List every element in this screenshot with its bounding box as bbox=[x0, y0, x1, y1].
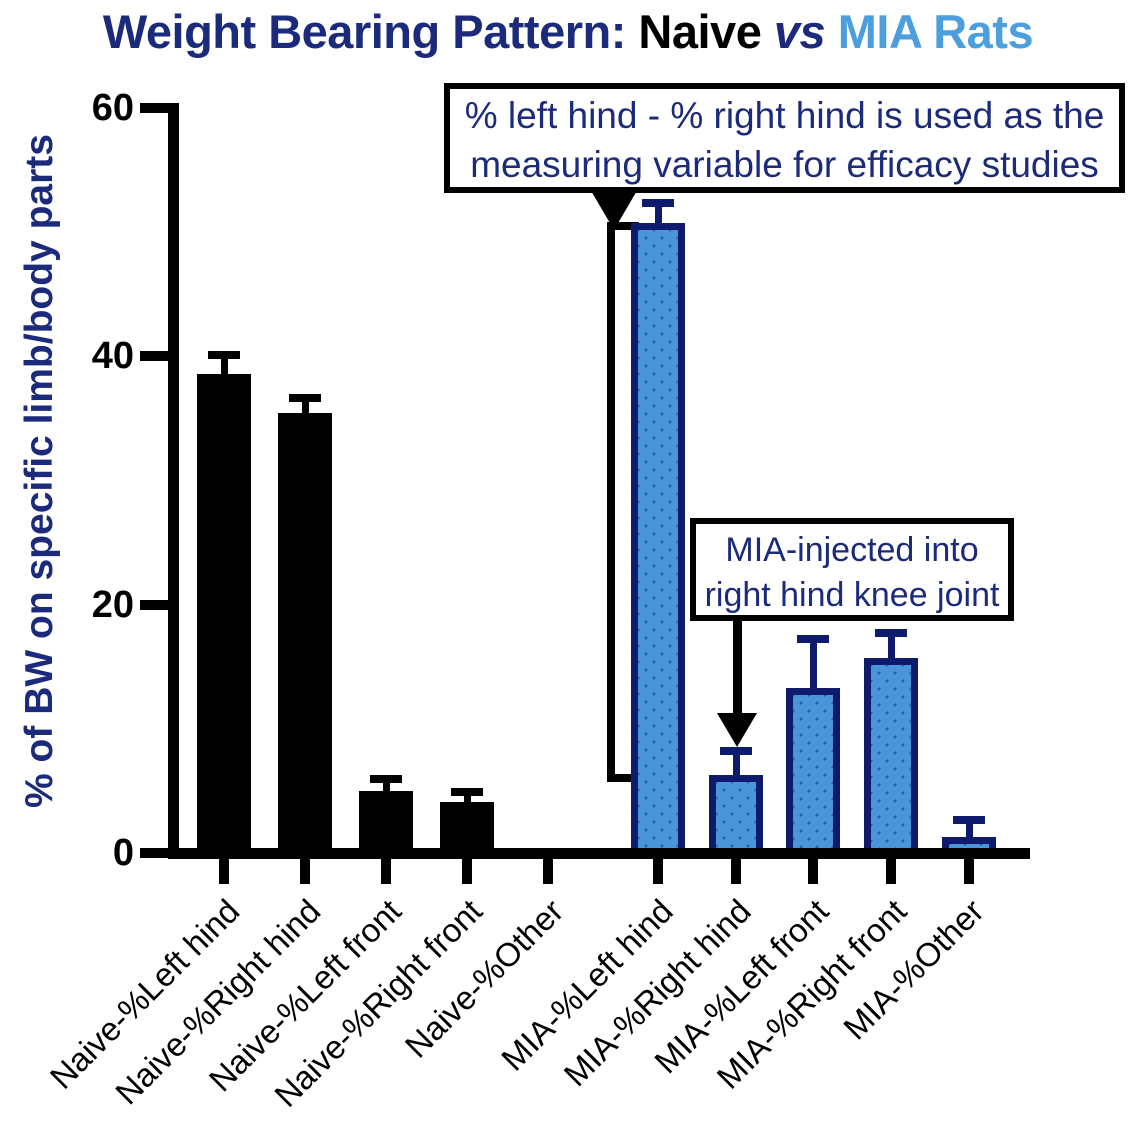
y-axis-tick-label-40: 40 bbox=[91, 335, 134, 378]
chart-title: Weight Bearing Pattern: Naive vs MIA Rat… bbox=[0, 4, 1136, 59]
y-axis-title: % of BW on specific limb/body parts bbox=[18, 134, 61, 808]
y-axis-tick-0 bbox=[140, 848, 168, 858]
error-bar-line-mia-right-front bbox=[887, 636, 895, 665]
error-bar-cap-mia-right-front bbox=[875, 628, 907, 637]
error-bar-cap-naive-left-front bbox=[370, 775, 402, 784]
annotation-mia-line2: right hind knee joint bbox=[704, 576, 1000, 614]
x-axis-tick-mia-right-hind bbox=[731, 858, 741, 884]
error-bar-line-naive-left-front bbox=[382, 783, 390, 797]
bar-naive-left-front bbox=[359, 790, 413, 857]
error-bar-cap-mia-left-front bbox=[797, 635, 829, 644]
x-axis-tick-mia-left-hind bbox=[653, 858, 663, 884]
annotation-efficacy-line2: measuring variable for efficacy studies bbox=[470, 144, 1099, 185]
bar-mia-left-front bbox=[786, 687, 840, 857]
annotation-efficacy-note: % left hind - % right hind is used as th… bbox=[444, 83, 1125, 193]
y-axis-tick-60 bbox=[140, 103, 168, 113]
x-axis-tick-naive-other bbox=[543, 858, 553, 884]
error-bar-line-naive-left-hind bbox=[220, 358, 228, 380]
title-naive: Naive bbox=[638, 5, 774, 58]
bar-mia-right-hind bbox=[709, 774, 763, 857]
x-axis-tick-naive-left-front bbox=[381, 858, 391, 884]
y-axis-tick-label-0: 0 bbox=[112, 832, 134, 874]
error-bar-line-mia-right-hind bbox=[732, 754, 740, 781]
y-axis-tick-20 bbox=[140, 599, 168, 610]
bar-mia-right-front bbox=[864, 658, 918, 857]
bar-naive-left-hind bbox=[197, 373, 251, 857]
x-axis-line bbox=[168, 848, 1030, 859]
x-axis-tick-naive-left-hind bbox=[219, 858, 229, 884]
annotation-mia-injection-note: MIA-injected into right hind knee joint bbox=[690, 518, 1014, 621]
x-axis-tick-naive-right-front bbox=[462, 858, 472, 884]
error-bar-cap-mia-left-hind bbox=[642, 199, 674, 208]
annotation-efficacy-line1: % left hind - % right hind is used as th… bbox=[464, 95, 1105, 136]
error-bar-line-mia-other bbox=[965, 824, 973, 843]
title-vs: vs bbox=[773, 5, 826, 58]
bar-naive-right-hind bbox=[278, 413, 332, 857]
error-bar-cap-naive-left-hind bbox=[208, 350, 240, 359]
x-axis-tick-naive-right-hind bbox=[300, 858, 310, 884]
error-bar-cap-naive-right-hind bbox=[289, 394, 321, 403]
error-bar-line-naive-right-front bbox=[463, 795, 471, 809]
x-axis-tick-mia-left-front bbox=[808, 858, 818, 884]
bar-naive-right-front bbox=[440, 802, 494, 857]
error-bar-line-naive-right-hind bbox=[301, 402, 309, 420]
y-axis-tick-label-20: 20 bbox=[91, 583, 134, 626]
x-axis-tick-mia-right-front bbox=[886, 858, 896, 884]
error-bar-cap-mia-right-hind bbox=[720, 746, 752, 755]
y-axis-tick-40 bbox=[140, 351, 168, 362]
error-bar-line-mia-left-front bbox=[809, 643, 817, 694]
x-axis-tick-mia-other bbox=[964, 858, 974, 884]
y-axis-tick-label-60: 60 bbox=[91, 87, 134, 129]
title-prefix: Weight Bearing Pattern: bbox=[102, 5, 639, 58]
annotation-mia-line1: MIA-injected into bbox=[725, 531, 979, 569]
error-bar-cap-mia-other bbox=[953, 816, 985, 825]
y-axis-line bbox=[168, 103, 179, 859]
annotation-arrow-line bbox=[733, 617, 742, 716]
annotation-arrow-head-icon bbox=[717, 713, 757, 747]
bar-mia-left-hind bbox=[631, 223, 685, 857]
error-bar-line-mia-left-hind bbox=[654, 207, 662, 230]
title-mia-rats: MIA Rats bbox=[825, 5, 1034, 58]
error-bar-cap-naive-right-front bbox=[451, 787, 483, 796]
annotation-pointer-triangle-icon bbox=[590, 189, 638, 230]
